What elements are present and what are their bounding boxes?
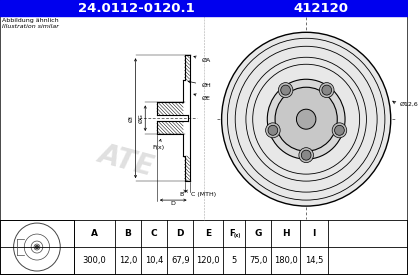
Circle shape: [278, 83, 293, 98]
Text: 10,4: 10,4: [145, 256, 163, 265]
Text: Ø104: Ø104: [296, 141, 312, 146]
Text: ØE: ØE: [194, 94, 210, 101]
Text: C (MTH): C (MTH): [191, 192, 215, 197]
Text: Ø12,6: Ø12,6: [399, 102, 418, 107]
Text: 412120: 412120: [293, 2, 348, 15]
Circle shape: [332, 123, 347, 138]
Text: 67,9: 67,9: [171, 256, 189, 265]
Circle shape: [297, 109, 316, 129]
Text: 14,5: 14,5: [305, 256, 323, 265]
Text: 180,0: 180,0: [274, 256, 298, 265]
Text: Ø8,7: Ø8,7: [278, 113, 291, 118]
Circle shape: [265, 123, 280, 138]
Text: D: D: [171, 201, 176, 206]
Circle shape: [320, 83, 334, 98]
Text: ØH: ØH: [188, 81, 211, 88]
Text: 75,0: 75,0: [249, 256, 267, 265]
Circle shape: [281, 85, 291, 95]
Text: Abbildung ähnlich: Abbildung ähnlich: [2, 18, 58, 23]
Text: 24.0112-0120.1: 24.0112-0120.1: [78, 2, 194, 15]
Text: G: G: [255, 229, 262, 238]
Circle shape: [268, 125, 278, 135]
Text: 12,0: 12,0: [118, 256, 137, 265]
Text: F(x): F(x): [152, 139, 164, 150]
Text: ØA: ØA: [194, 56, 210, 63]
Text: D: D: [176, 229, 184, 238]
Text: A: A: [91, 229, 98, 238]
Text: B: B: [179, 192, 184, 197]
Circle shape: [222, 32, 391, 206]
Text: (x): (x): [234, 233, 241, 237]
Text: 300,0: 300,0: [82, 256, 106, 265]
Text: H: H: [282, 229, 289, 238]
Text: 5: 5: [231, 256, 236, 265]
Text: Illustration similar: Illustration similar: [2, 24, 59, 29]
Bar: [0, 0, 408, 16]
Text: B: B: [124, 229, 131, 238]
Circle shape: [301, 150, 311, 160]
Text: ØI: ØI: [129, 115, 134, 122]
Text: 120,0: 120,0: [196, 256, 220, 265]
Text: I: I: [312, 229, 316, 238]
Text: ØG: ØG: [138, 113, 143, 123]
Circle shape: [267, 79, 345, 159]
Circle shape: [299, 148, 313, 163]
Text: C: C: [151, 229, 158, 238]
Text: E: E: [205, 229, 211, 238]
Text: ATE: ATE: [95, 139, 158, 181]
Text: F: F: [229, 229, 235, 238]
Circle shape: [335, 125, 344, 135]
Circle shape: [322, 85, 332, 95]
Circle shape: [275, 87, 337, 151]
Circle shape: [35, 246, 38, 249]
